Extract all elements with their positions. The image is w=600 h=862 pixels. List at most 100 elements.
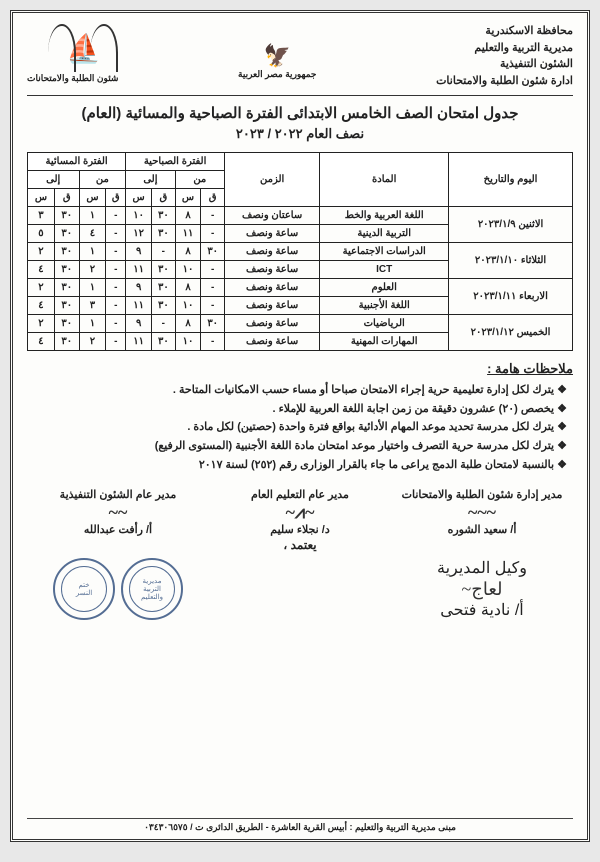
cell: ١٢ [126,225,152,243]
note-item: يترك لكل إدارة تعليمية حرية إجراء الامتح… [27,381,567,400]
cell: ٢ [28,243,55,261]
exec-affairs: الشئون التنفيذية [436,56,573,73]
cell: ١٠ [175,297,201,315]
cell: ٣٠ [152,207,176,225]
signature-icon: ~~~ [395,501,569,523]
cell: - [106,261,126,279]
cell: ICT [320,261,449,279]
sig-col-1: مدير إدارة شئون الطلبة والامتحانات ~~~ أ… [391,488,573,536]
sig1-title: مدير إدارة شئون الطلبة والامتحانات [395,488,569,501]
col-s: س [79,189,106,207]
note-item: يترك لكل مدرسة حرية التصرف واختيار موعد … [27,437,567,456]
col-subject: المادة [320,153,449,207]
cell: ١ [79,207,106,225]
sig2-title: مدير عام التعليم العام [213,488,387,501]
col-q: ق [54,189,79,207]
col-q: ق [152,189,176,207]
cell: اللغة الأجنبية [320,297,449,315]
eagle-emblem-icon: 🦅 [238,43,316,69]
cell-day: الاربعاء ٢٠٢٣/١/١١ [449,279,573,315]
cell: ٣ [28,207,55,225]
directorate: مديرية التربية والتعليم [436,40,573,57]
cell: ١٠ [175,333,201,351]
cell: ٨ [175,243,201,261]
cell: ٣٠ [54,243,79,261]
cell: ٣٠ [54,297,79,315]
note-item: بالنسبة لامتحان طلبة الدمج يراعى ما جاء … [27,456,567,475]
cell: - [106,297,126,315]
cell: ساعة ونصف [224,225,319,243]
cell: - [152,243,176,261]
col-day: اليوم والتاريخ [449,153,573,207]
cell: ٢ [28,279,55,297]
cell: - [106,225,126,243]
cell: ٣٠ [54,225,79,243]
cell-day: الخميس ٢٠٢٣/١/١٢ [449,315,573,351]
cell: ساعة ونصف [224,279,319,297]
deputy-title: وكيل المديرية [391,558,573,578]
cell: ساعة ونصف [224,297,319,315]
cell: ٣٠ [152,261,176,279]
col-time: الزمن [224,153,319,207]
col-to-m: إلى [126,171,175,189]
cell: ٩ [126,279,152,297]
cell: ٣٠ [54,261,79,279]
cell: ١١ [126,297,152,315]
cell: ٨ [175,207,201,225]
header-divider [27,95,573,96]
cell: المهارات المهنية [320,333,449,351]
cell-day: الاثنين ٢٠٢٣/١/٩ [449,207,573,243]
official-stamp-icon: ختمالنسر [53,558,115,620]
cell: ١ [79,315,106,333]
cell: ١٠ [175,261,201,279]
col-evening: الفترة المسائية [28,153,126,171]
cell: ساعة ونصف [224,261,319,279]
cell: ٣٠ [201,315,225,333]
cell: ٨ [175,279,201,297]
signatures-row: مدير إدارة شئون الطلبة والامتحانات ~~~ أ… [27,488,573,536]
col-morning: الفترة الصباحية [126,153,225,171]
deputy-name: أ/ نادية فتحى [391,600,573,620]
footer-address: مبنى مديرية التربية والتعليم : أبيس القر… [27,818,573,833]
cell: ١١ [126,261,152,279]
document-page: محافظة الاسكندرية مديرية التربية والتعلي… [10,10,590,842]
col-from-m: من [175,171,224,189]
cell: - [201,333,225,351]
sig3-title: مدير عام الشئون التنفيذية [31,488,205,501]
cell: ٤ [28,333,55,351]
cell: ٣٠ [152,225,176,243]
signature-icon: ~⩘~ [213,501,387,523]
col-q: ق [106,189,126,207]
cell: ٩ [126,315,152,333]
cell: - [106,279,126,297]
col-from-e: من [79,171,126,189]
main-title: جدول امتحان الصف الخامس الابتدائى الفترة… [27,104,573,122]
cell: ١١ [126,333,152,351]
cell: التربية الدينية [320,225,449,243]
logo-caption: شئون الطلبة والامتحانات [27,73,118,84]
cell: - [201,207,225,225]
republic-label: جمهورية مصر العربية [238,69,316,80]
cell: ٤ [28,261,55,279]
cell: - [201,279,225,297]
sig1-name: أ/ سعيد الشوره [395,523,569,536]
cell: ٤ [79,225,106,243]
exam-schedule-table: اليوم والتاريخ المادة الزمن الفترة الصبا… [27,152,573,351]
col-q: ق [201,189,225,207]
cell: ساعة ونصف [224,333,319,351]
cell: العلوم [320,279,449,297]
stamp-row: وكيل المديرية لعاج~ أ/ نادية فتحى مديرية… [27,558,573,620]
note-item: يخصص (٢٠) عشرون دقيقة من زمن اجابة اللغة… [27,400,567,419]
cell: ٢ [79,261,106,279]
cell: ٣٠ [152,279,176,297]
cell: ٥ [28,225,55,243]
cell: ساعة ونصف [224,315,319,333]
cell: - [201,261,225,279]
header-emblem: 🦅 جمهورية مصر العربية [238,23,316,80]
header: محافظة الاسكندرية مديرية التربية والتعلي… [27,23,573,89]
cell: ١١ [175,225,201,243]
col-s: س [126,189,152,207]
cell: ٣٠ [152,333,176,351]
gov-name: محافظة الاسكندرية [436,23,573,40]
subtitle: نصف العام ٢٠٢٢ / ٢٠٢٣ [27,126,573,142]
